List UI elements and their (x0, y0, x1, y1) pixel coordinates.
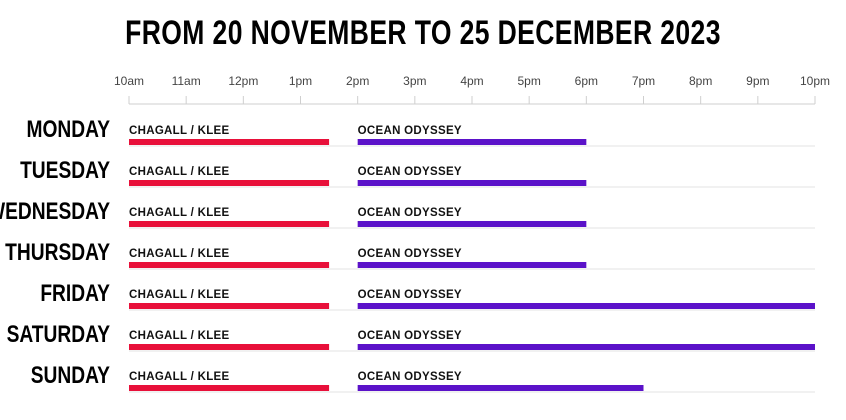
day-label: MONDAY (26, 115, 110, 143)
bar-label: CHAGALL / KLEE (129, 371, 229, 383)
x-tick-label: 10am (114, 74, 144, 88)
x-tick-label: 11am (172, 74, 201, 88)
schedule-bar (357, 180, 587, 186)
x-tick-label: 2pm (346, 74, 369, 88)
schedule-bar (357, 139, 587, 145)
schedule-bar (357, 221, 587, 227)
bar-label: CHAGALL / KLEE (129, 289, 229, 301)
bar-label: CHAGALL / KLEE (129, 207, 229, 219)
schedule-bar (357, 385, 644, 391)
x-tick-label: 3pm (403, 74, 426, 88)
day-label: SATURDAY (7, 320, 111, 348)
schedule-bar (357, 303, 815, 309)
schedule-bar (129, 385, 330, 391)
schedule-bar (129, 221, 330, 227)
x-tick-label: 4pm (460, 74, 483, 88)
chart-title: FROM 20 NOVEMBER TO 25 DECEMBER 2023 (125, 14, 721, 52)
schedule-bar (357, 262, 587, 268)
bar-label: CHAGALL / KLEE (129, 248, 229, 260)
day-label: SUNDAY (31, 361, 111, 389)
x-tick-label: 7pm (632, 74, 655, 88)
day-label: TUESDAY (20, 156, 110, 184)
x-tick-label: 9pm (746, 74, 769, 88)
schedule-bar (357, 344, 815, 350)
schedule-bar (129, 303, 330, 309)
bar-label: OCEAN ODYSSEY (358, 330, 462, 342)
bar-label: CHAGALL / KLEE (129, 125, 229, 137)
bar-label: CHAGALL / KLEE (129, 330, 229, 342)
bar-label: OCEAN ODYSSEY (358, 125, 462, 137)
bar-label: OCEAN ODYSSEY (358, 371, 462, 383)
x-tick-label: 8pm (689, 74, 712, 88)
bar-label: OCEAN ODYSSEY (358, 207, 462, 219)
x-tick-label: 5pm (517, 74, 540, 88)
day-label: FRIDAY (40, 279, 110, 307)
x-tick-label: 1pm (289, 74, 312, 88)
schedule-bar (129, 180, 330, 186)
day-label: WEDNESDAY (0, 197, 110, 225)
schedule-bar (129, 344, 330, 350)
bar-label: OCEAN ODYSSEY (358, 289, 462, 301)
x-tick-label: 12pm (228, 74, 258, 88)
schedule-bar (129, 262, 330, 268)
day-label: THURSDAY (5, 238, 110, 266)
bar-label: OCEAN ODYSSEY (358, 166, 462, 178)
schedule-bar (129, 139, 330, 145)
bar-label: OCEAN ODYSSEY (358, 248, 462, 260)
x-tick-label: 10pm (800, 74, 830, 88)
x-tick-label: 6pm (575, 74, 598, 88)
bar-label: CHAGALL / KLEE (129, 166, 229, 178)
